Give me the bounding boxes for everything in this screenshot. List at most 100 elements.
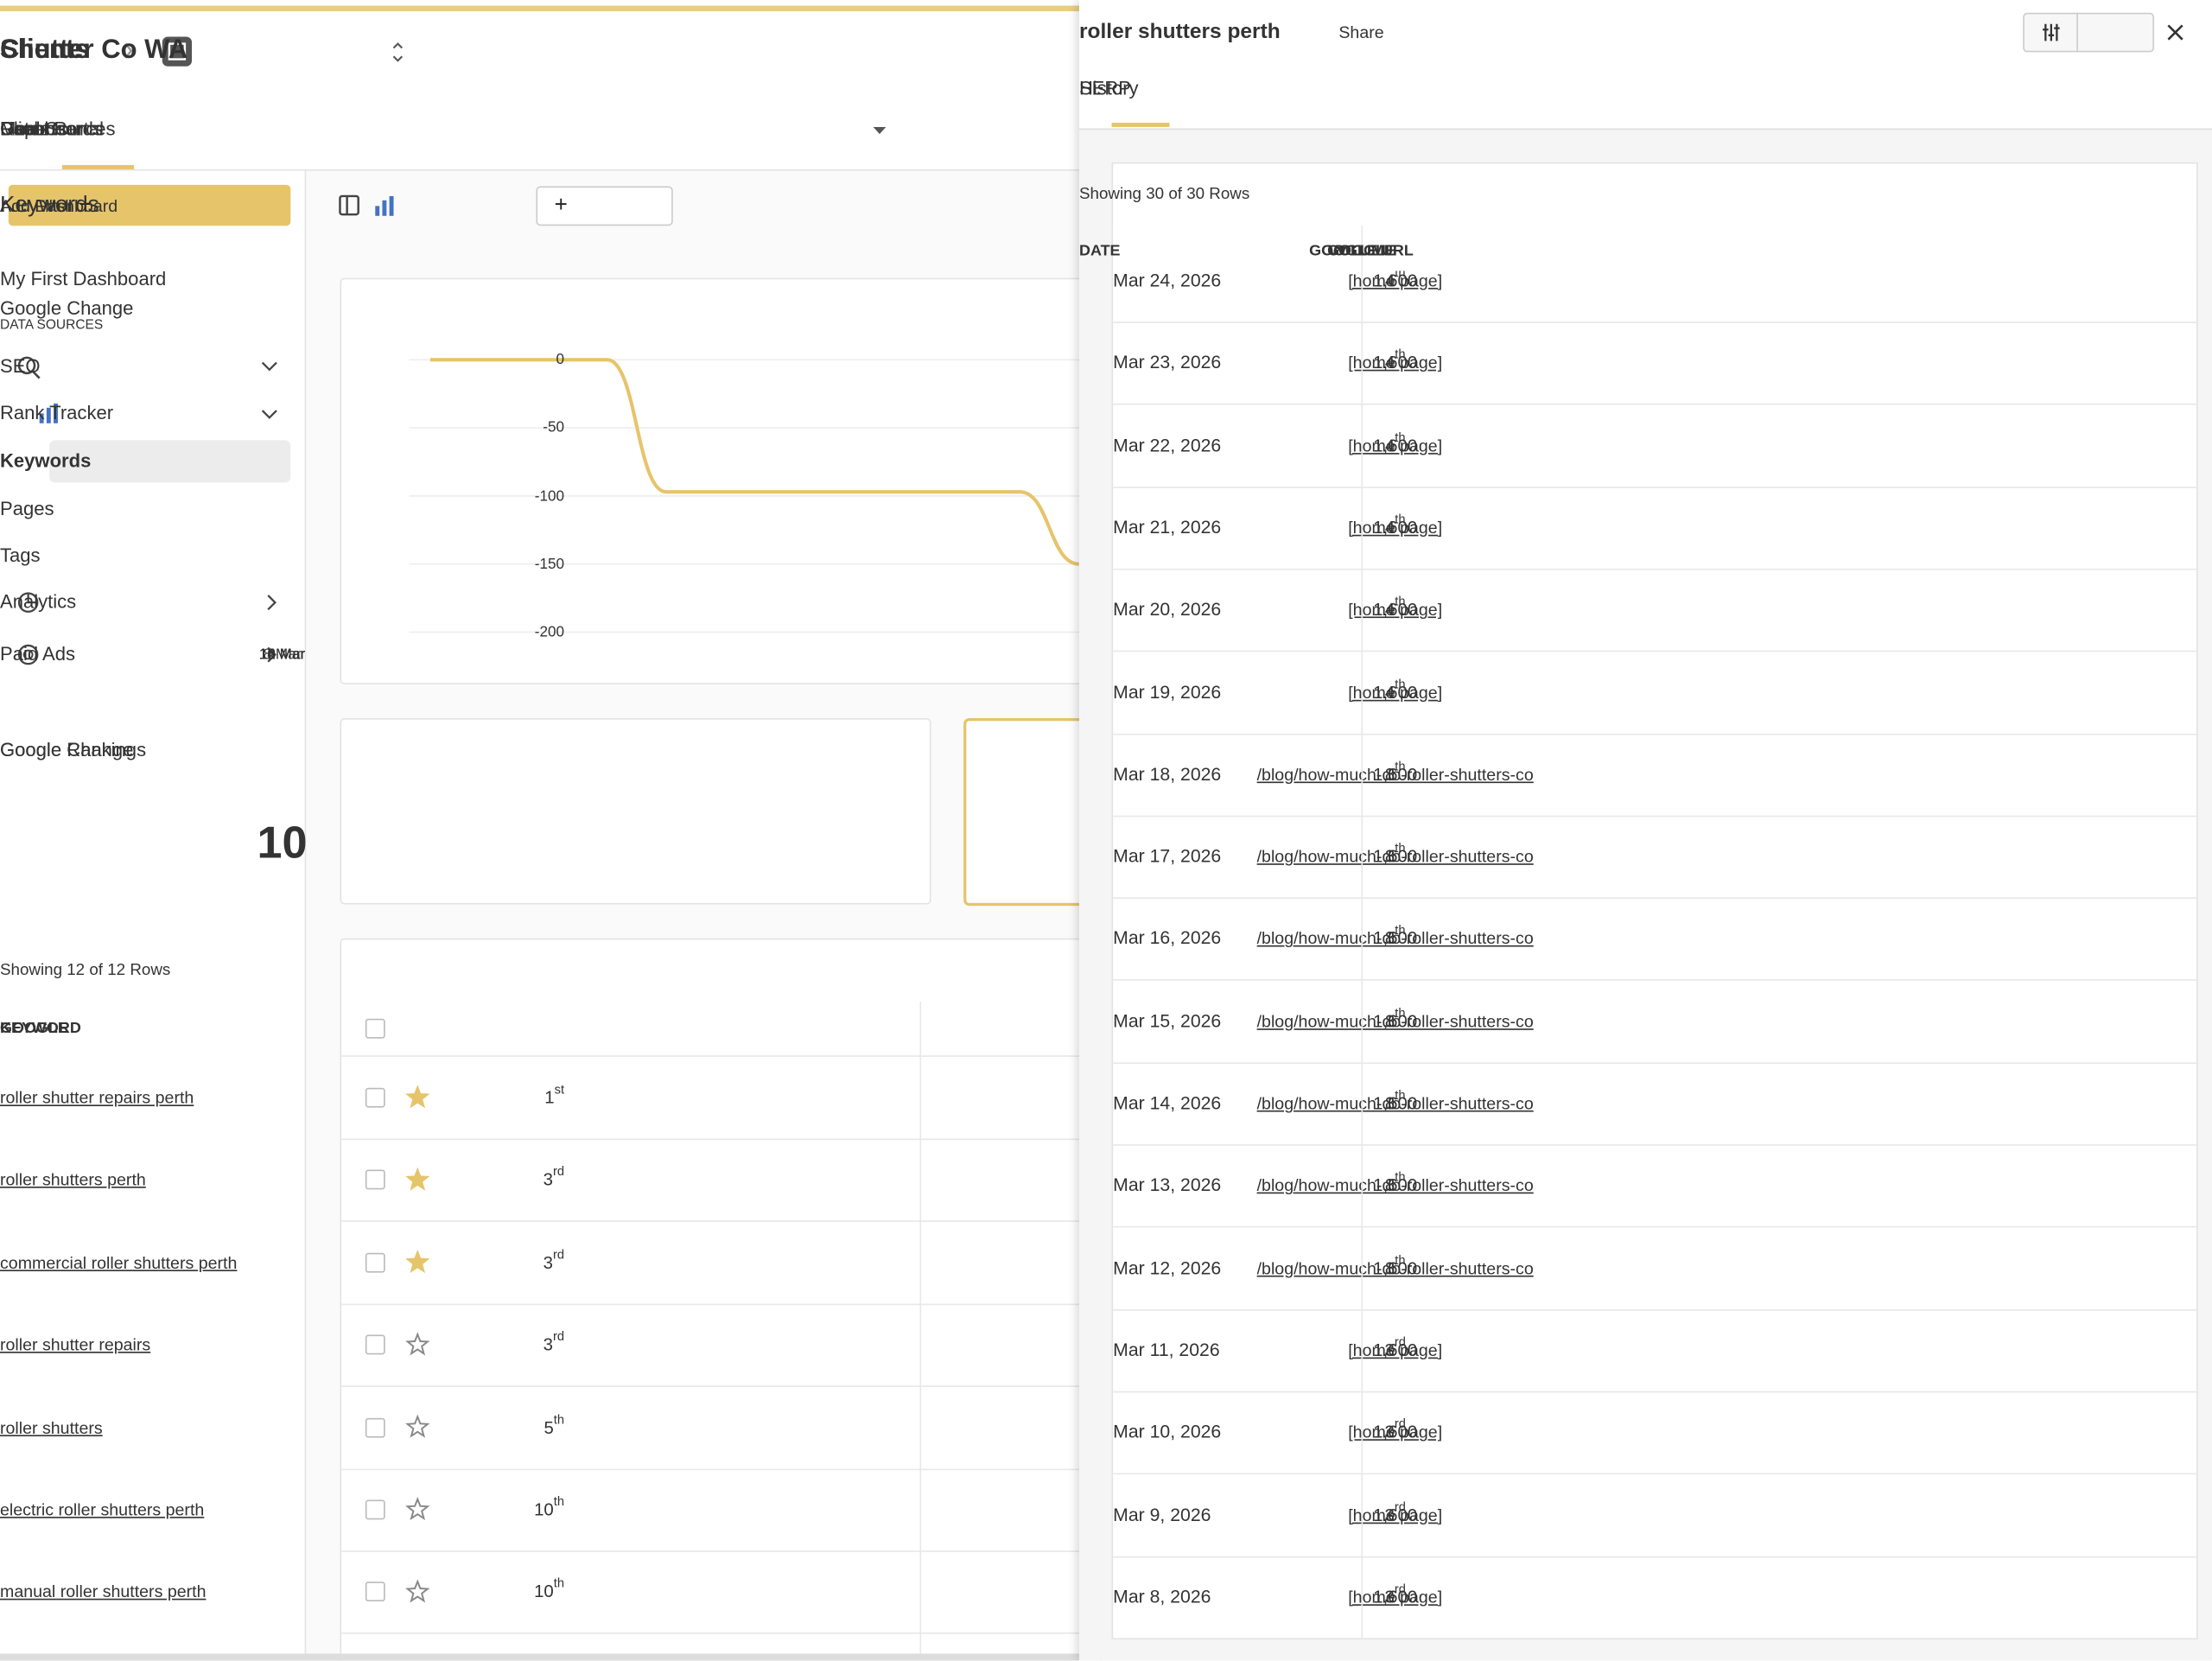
- url-link[interactable]: [home page]: [1348, 1422, 1443, 1442]
- star[interactable]: [405, 1579, 430, 1603]
- url-link[interactable]: /blog/how-much-do-roller-shutters-co: [1256, 928, 1534, 949]
- settings-icon[interactable]: [2038, 20, 2063, 45]
- row-divider: [341, 1632, 1079, 1635]
- keyword-link[interactable]: roller shutters: [0, 1417, 103, 1438]
- keyword-link[interactable]: roller shutter repairs: [0, 1334, 151, 1355]
- rank-suffix: th: [553, 1493, 565, 1509]
- nav-tab[interactable]: Client Portal: [0, 118, 105, 140]
- checkbox[interactable]: [365, 1087, 385, 1108]
- rank-number: 10: [534, 1581, 554, 1602]
- checkbox[interactable]: [365, 1334, 385, 1355]
- keywords-table-card: [340, 938, 1103, 1661]
- star[interactable]: [405, 1085, 430, 1109]
- url-link[interactable]: [home page]: [1348, 1587, 1443, 1607]
- url-link[interactable]: /blog/how-much-do-roller-shutters-co: [1256, 764, 1534, 785]
- add-filter-label[interactable]: Add Filter: [0, 195, 73, 216]
- rank-suffix-wrap: rd: [553, 1165, 564, 1179]
- url-link[interactable]: [home page]: [1348, 518, 1443, 538]
- url-link[interactable]: [home page]: [1348, 1340, 1443, 1360]
- left-panel: Clients Shutter Co WA Dashboards Reports Dat…: [0, 0, 1079, 1661]
- checkbox[interactable]: [365, 1170, 385, 1190]
- rank: 3rd: [0, 1165, 564, 1194]
- sidebar-item[interactable]: SEO: [0, 355, 41, 377]
- nav-tab[interactable]: Goals: [0, 118, 50, 140]
- star[interactable]: [405, 1496, 430, 1521]
- column-header[interactable]: VOLUME: [1328, 242, 1395, 260]
- sidebar-item[interactable]: Analytics: [0, 591, 77, 613]
- rank-suffix: th: [1395, 347, 1406, 362]
- checkbox[interactable]: [365, 1499, 385, 1520]
- row-divider: [1113, 1061, 2197, 1064]
- row-divider: [1113, 321, 2197, 323]
- column-header[interactable]: GOOGLE: [1327, 242, 1395, 260]
- row-divider: [1113, 1473, 2197, 1475]
- nav-tab[interactable]: More: [0, 118, 44, 140]
- sidebar-item[interactable]: Rank Tracker: [0, 402, 114, 423]
- dashboard-link[interactable]: My First Dashboard: [0, 268, 167, 290]
- history-table-card: [1111, 162, 2198, 1640]
- date-cell: Mar 19, 2026: [1113, 680, 1222, 703]
- sidebar-item[interactable]: Paid Ads: [0, 643, 76, 665]
- rank-suffix-wrap: th: [1395, 841, 1405, 855]
- url-link[interactable]: [home page]: [1348, 353, 1443, 373]
- url-link[interactable]: /blog/how-much-do-roller-shutters-co: [1256, 1093, 1534, 1114]
- rank-suffix-wrap: th: [1395, 347, 1405, 361]
- url-link[interactable]: /blog/how-much-do-roller-shutters-co: [1256, 1257, 1534, 1278]
- url-link[interactable]: [home page]: [1348, 1505, 1443, 1525]
- sidebar-item[interactable]: Pages: [0, 498, 54, 519]
- checkbox[interactable]: [365, 1417, 385, 1438]
- volume-cell: 1,600: [1373, 270, 1418, 291]
- card-title: Google Rankings: [0, 739, 147, 760]
- client-name[interactable]: Shutter Co WA: [0, 35, 188, 66]
- sidebar-item[interactable]: Tags: [0, 544, 41, 566]
- rank: 3rd: [1113, 1500, 1677, 1529]
- close-icon[interactable]: [2165, 22, 2185, 42]
- nav-tab[interactable]: Users: [0, 118, 50, 140]
- drawer-tab[interactable]: SERP: [1078, 77, 1132, 99]
- star[interactable]: [405, 1332, 430, 1356]
- rank: 8th: [1113, 1089, 1677, 1117]
- nav-tab[interactable]: Dashboards: [0, 118, 103, 140]
- column-header[interactable]: GOOGLE URL: [1309, 242, 1414, 260]
- keyword-link[interactable]: electric roller shutters perth: [0, 1499, 205, 1520]
- chart-title: Google Change: [0, 297, 134, 319]
- top-area: [0, 0, 1079, 169]
- share-button[interactable]: Share: [1338, 22, 1384, 42]
- column-header[interactable]: DATE: [1078, 242, 1121, 260]
- nav-tab[interactable]: Data Sources: [0, 118, 116, 140]
- sort-icon[interactable]: [1333, 244, 1351, 255]
- keyword-link[interactable]: commercial roller shutters perth: [0, 1252, 238, 1273]
- rank-number: 3: [1384, 1587, 1395, 1607]
- url-link[interactable]: [home page]: [1348, 435, 1443, 455]
- volume-cell: 1,600: [1373, 600, 1418, 620]
- drawer-tab[interactable]: History: [1078, 77, 1139, 99]
- url-link[interactable]: [home page]: [1348, 600, 1443, 620]
- star[interactable]: [405, 1249, 430, 1274]
- column-divider: [919, 1002, 922, 1661]
- volume-cell: 1,600: [1373, 1011, 1418, 1031]
- plus-icon: +: [79, 193, 92, 218]
- keyword-link[interactable]: roller shutters perth: [0, 1170, 146, 1190]
- checkbox[interactable]: [365, 1581, 385, 1602]
- row-divider: [1113, 650, 2197, 652]
- keyword-link[interactable]: manual roller shutters perth: [0, 1581, 207, 1602]
- rank-suffix-wrap: rd: [1395, 1334, 1406, 1348]
- chart: [405, 358, 1079, 1603]
- keyword-link[interactable]: roller shutter repairs perth: [0, 1087, 194, 1108]
- add-filter-button[interactable]: [536, 186, 673, 226]
- row-divider: [1113, 1308, 2197, 1311]
- checkbox[interactable]: [365, 1018, 385, 1039]
- url-link[interactable]: [home page]: [1348, 270, 1443, 291]
- add-dashboard-label[interactable]: Add Dashboard: [0, 195, 118, 216]
- url-link[interactable]: /blog/how-much-do-roller-shutters-co: [1256, 1175, 1534, 1196]
- add-dashboard-button[interactable]: [8, 184, 291, 226]
- url-link[interactable]: /blog/how-much-do-roller-shutters-co: [1256, 846, 1534, 867]
- sidebar-item[interactable]: Keywords: [0, 449, 92, 472]
- star[interactable]: [405, 1167, 430, 1191]
- star[interactable]: [405, 1414, 430, 1438]
- nav-tab[interactable]: Reports: [0, 118, 67, 140]
- rank: 3rd: [0, 1330, 564, 1359]
- url-link[interactable]: [home page]: [1348, 682, 1443, 703]
- checkbox[interactable]: [365, 1252, 385, 1273]
- url-link[interactable]: /blog/how-much-do-roller-shutters-co: [1256, 1011, 1534, 1031]
